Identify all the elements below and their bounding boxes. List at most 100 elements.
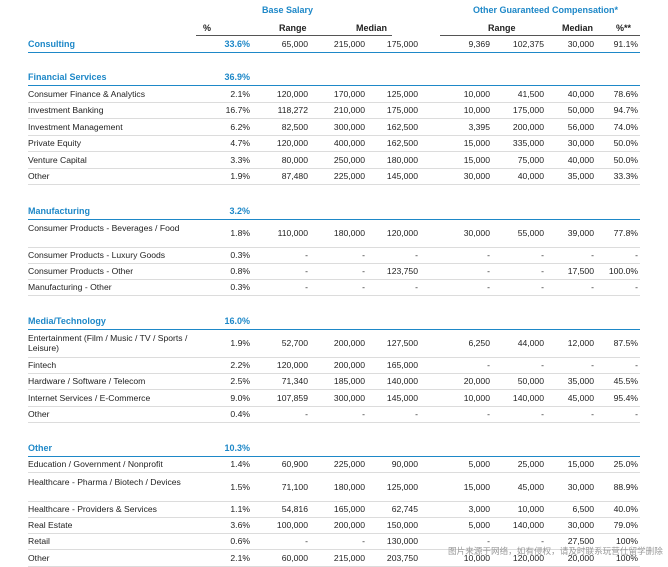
- other-min-cell: 10,000: [463, 89, 490, 99]
- pct-cell: 16.7%: [225, 105, 250, 115]
- row-label: Other: [28, 409, 50, 419]
- base-median-cell: 127,500: [386, 338, 418, 348]
- row-label: Consumer Products - Beverages / Food: [28, 223, 180, 233]
- other-min-cell: -: [487, 536, 490, 546]
- pct-cell: 10.3%: [224, 443, 250, 453]
- pct-cell: 0.3%: [230, 250, 250, 260]
- base-median-cell: 130,000: [386, 536, 418, 546]
- other-pct-cell: 78.6%: [613, 89, 638, 99]
- base-median-cell: 125,000: [386, 482, 418, 492]
- table-row: Investment Banking 16.7% 118,272 210,000 175…: [28, 102, 640, 119]
- other-min-cell: 15,000: [463, 155, 490, 165]
- row-label: Consumer Products - Other: [28, 266, 134, 276]
- base-min-cell: -: [305, 536, 308, 546]
- other-median-cell: 45,000: [567, 393, 594, 403]
- table-row: Other 0.4% - - - - - - -: [28, 406, 640, 423]
- base-min-cell: -: [305, 250, 308, 260]
- other-max-cell: 40,000: [517, 171, 544, 181]
- header-other-guaranteed-compensation: Other Guaranteed Compensation*: [473, 5, 619, 15]
- table-row: Consumer Finance & Analytics 2.1% 120,000 1…: [28, 86, 640, 103]
- pct-cell: 0.6%: [230, 536, 250, 546]
- other-max-cell: -: [541, 250, 544, 260]
- base-max-cell: 180,000: [333, 228, 365, 238]
- other-min-cell: 20,000: [463, 376, 490, 386]
- row-label: Investment Management: [28, 122, 123, 132]
- pct-cell: 2.1%: [230, 553, 250, 563]
- table-row: Other 1.9% 87,480 225,000 145,000 30,000 40,00…: [28, 168, 640, 185]
- other-pct-cell: -: [635, 409, 638, 419]
- base-min-cell: 54,816: [281, 504, 308, 514]
- other-pct-cell: 100%: [616, 553, 638, 563]
- other-median-cell: 17,500: [567, 266, 594, 276]
- base-max-cell: 215,000: [333, 553, 365, 563]
- row-label: Healthcare - Pharma / Biotech / Devices: [28, 477, 181, 487]
- section-title: Other: [28, 443, 53, 453]
- other-min-cell: 15,000: [463, 138, 490, 148]
- other-max-cell: 44,000: [517, 338, 544, 348]
- other-pct-cell: -: [635, 360, 638, 370]
- other-max-cell: 10,000: [517, 504, 544, 514]
- base-max-cell: 210,000: [333, 105, 365, 115]
- base-median-cell: 145,000: [386, 393, 418, 403]
- section-row: Financial Services 36.9%: [28, 69, 640, 86]
- other-min-cell: 10,000: [463, 105, 490, 115]
- table-row: Healthcare - Providers & Services 1.1% 54,…: [28, 501, 640, 518]
- row-label: Other: [28, 171, 50, 181]
- base-median-cell: 180,000: [386, 155, 418, 165]
- base-min-cell: -: [305, 409, 308, 419]
- other-min-cell: -: [487, 282, 490, 292]
- header-other-median: Median: [562, 23, 594, 33]
- pct-cell: 3.2%: [229, 206, 250, 216]
- base-max-cell: 300,000: [333, 122, 365, 132]
- table-row: Consumer Products - Beverages / Food 1.8%…: [28, 219, 640, 248]
- pct-cell: 2.5%: [230, 376, 250, 386]
- other-min-cell: 3,395: [468, 122, 490, 132]
- base-median-cell: 203,750: [386, 553, 418, 563]
- header-base-median: Median: [356, 23, 388, 33]
- base-min-cell: 120,000: [276, 138, 308, 148]
- base-median-cell: 150,000: [386, 520, 418, 530]
- base-max-cell: 170,000: [333, 89, 365, 99]
- base-median-cell: -: [415, 250, 418, 260]
- row-label: Healthcare - Providers & Services: [28, 504, 157, 514]
- base-median-cell: 140,000: [386, 376, 418, 386]
- other-max-cell: 335,000: [512, 138, 544, 148]
- other-pct-cell: 77.8%: [613, 228, 638, 238]
- base-min-cell: 100,000: [276, 520, 308, 530]
- pct-cell: 1.5%: [230, 482, 250, 492]
- section-title: Media/Technology: [28, 316, 106, 326]
- base-min-cell: 65,000: [281, 39, 308, 49]
- other-pct-cell: 88.9%: [613, 482, 638, 492]
- other-median-cell: 35,000: [567, 171, 594, 181]
- base-median-cell: 175,000: [386, 39, 418, 49]
- base-median-cell: 145,000: [386, 171, 418, 181]
- base-min-cell: 71,100: [281, 482, 308, 492]
- pct-cell: 0.8%: [230, 266, 250, 276]
- other-min-cell: 3,000: [468, 504, 490, 514]
- other-min-cell: 9,369: [468, 39, 490, 49]
- base-max-cell: 225,000: [333, 459, 365, 469]
- other-median-cell: -: [591, 360, 594, 370]
- other-pct-cell: 91.1%: [613, 39, 638, 49]
- base-max-cell: -: [362, 282, 365, 292]
- header-other-range: Range: [488, 23, 516, 33]
- other-median-cell: -: [591, 282, 594, 292]
- table-row: Manufacturing - Other 0.3% - - - - - - -: [28, 279, 640, 296]
- other-median-cell: 6,500: [572, 504, 594, 514]
- base-min-cell: 60,900: [281, 459, 308, 469]
- pct-cell: 0.3%: [230, 282, 250, 292]
- other-max-cell: -: [541, 409, 544, 419]
- base-max-cell: 400,000: [333, 138, 365, 148]
- pct-cell: 0.4%: [230, 409, 250, 419]
- table-row: Education / Government / Nonprofit 1.4% 60…: [28, 456, 640, 473]
- base-max-cell: 200,000: [333, 360, 365, 370]
- base-max-cell: 185,000: [333, 376, 365, 386]
- other-min-cell: 10,000: [463, 553, 490, 563]
- other-max-cell: 75,000: [517, 155, 544, 165]
- other-max-cell: 25,000: [517, 459, 544, 469]
- row-label: Retail: [28, 536, 50, 546]
- other-min-cell: 5,000: [468, 520, 490, 530]
- other-pct-cell: 40.0%: [613, 504, 638, 514]
- section-title: Financial Services: [28, 72, 107, 82]
- base-max-cell: 200,000: [333, 520, 365, 530]
